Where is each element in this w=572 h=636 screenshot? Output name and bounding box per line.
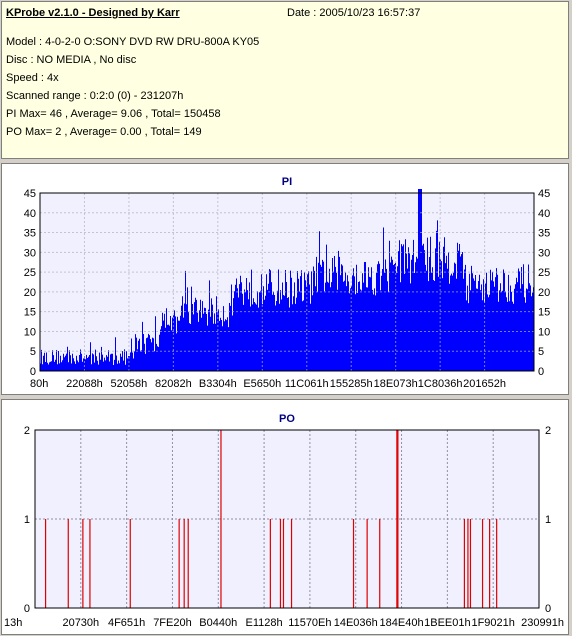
pi-chart: 0 0 5 5 10 10 15 15 20 20 25 25 30 30 35 35 40 40 45 45 80h 2… [24,176,551,390]
x-tick-label: E5650h [243,378,281,390]
y-tick-label-left: 0 [24,603,30,615]
x-tick-label: 20730h [62,617,99,629]
x-tick-label: 230991h [521,617,564,629]
y-tick-label-left: 1 [24,514,30,526]
x-tick-label: 80h [30,378,48,390]
speed-line: Speed : 4x [6,72,59,84]
y-tick-label-right: 15 [538,307,550,319]
y-tick-label-right: 5 [538,346,544,358]
x-tick-label: B3304h [199,378,237,390]
y-tick-label-right: 30 [538,247,550,259]
y-tick-label-left: 2 [24,425,30,437]
y-tick-label-left: 10 [24,326,36,338]
x-tick-label: 201652h [463,378,506,390]
x-tick-label: 11C061h [285,378,329,390]
x-tick-label: 52058h [111,378,148,390]
plot-border [34,429,540,609]
y-tick-label-left: 5 [30,346,36,358]
x-tick-label: 1F9021h [471,617,514,629]
x-tick-label: 13h [4,617,22,629]
scan-date: Date : 2005/10/23 16:57:37 [287,7,421,19]
x-tick-label: 4F651h [108,617,145,629]
y-tick-label-left: 0 [30,366,36,378]
x-tick-label: 7FE20h [153,617,192,629]
y-tick-label-right: 20 [538,287,550,299]
po-summary-line: PO Max= 2 , Average= 0.00 , Total= 149 [6,126,202,138]
x-tick-label: 184E40h [380,617,424,629]
x-tick-label: E1128h [246,617,283,629]
pi-chart-panel: 0 0 5 5 10 10 15 15 20 20 25 25 30 30 35 35 40 40 45 45 80h 2… [1,163,569,395]
y-tick-label-right: 0 [545,603,551,615]
y-tick-label-left: 15 [24,307,36,319]
x-tick-label: 155285h [330,378,373,390]
x-tick-label: 18E073h [374,378,418,390]
y-tick-label-right: 45 [538,188,550,200]
y-tick-label-left: 45 [24,188,36,200]
x-tick-label: 11570Eh [288,617,331,629]
y-tick-label-left: 40 [24,208,36,220]
x-tick-label: 1BEE01h [424,617,470,629]
app-title: KProbe v2.1.0 - Designed by Karr [6,7,180,19]
x-tick-label: 14E036h [334,617,378,629]
x-tick-label: 1C8036h [418,378,463,390]
y-tick-label-right: 35 [538,228,550,240]
po-chart: 0 0 1 1 2 2 13h 20730h 4F651h 7FE20h B0440h E1128h 1… [4,413,564,629]
y-tick-label-left: 30 [24,247,36,259]
y-tick-label-left: 20 [24,287,36,299]
y-tick-label-right: 25 [538,267,550,279]
pi-area-series [40,189,534,371]
x-tick-label: B0440h [199,617,237,629]
y-tick-label-right: 2 [545,425,551,437]
pi-summary-line: PI Max= 46 , Average= 9.06 , Total= 1504… [6,108,221,120]
range-line: Scanned range : 0:2:0 (0) - 231207h [6,90,184,102]
x-tick-label: 82082h [155,378,192,390]
po-chart-panel: 0 0 1 1 2 2 13h 20730h 4F651h 7FE20h B0440h E1128h 1… [1,399,569,635]
y-tick-label-left: 25 [24,267,36,279]
x-tick-label: 22088h [66,378,103,390]
y-tick-label-right: 1 [545,514,551,526]
y-tick-label-right: 0 [538,366,544,378]
y-tick-label-right: 40 [538,208,550,220]
disc-line: Disc : NO MEDIA , No disc [6,54,137,66]
chart-title: PI [282,176,292,188]
y-tick-label-left: 35 [24,228,36,240]
plot-border [39,192,535,372]
chart-title: PO [279,413,295,425]
model-line: Model : 4-0-2-0 O:SONY DVD RW DRU-800A K… [6,36,260,48]
info-panel: KProbe v2.1.0 - Designed by Karr Date : … [1,1,569,159]
y-tick-label-right: 10 [538,326,550,338]
